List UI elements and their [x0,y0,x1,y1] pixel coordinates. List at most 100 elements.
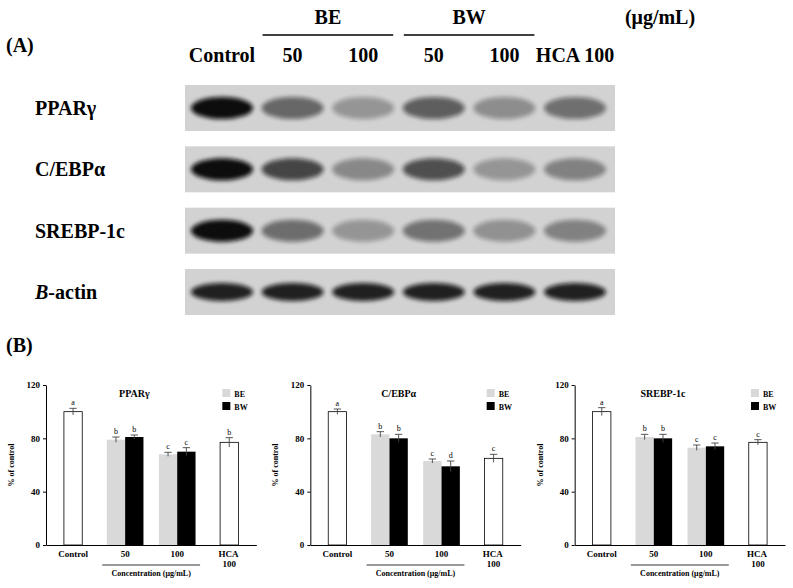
x-axis: Control50100HCA 100 [47,545,257,569]
x-axis: Control 50 100 HCA 100 [311,545,521,569]
bar [442,466,460,545]
bar [159,454,177,545]
bar [635,437,653,545]
legend: BE BW [487,389,512,412]
y-tick-label: 40 [295,487,305,497]
error-cap [693,445,700,446]
bar [688,448,706,545]
error-cap [183,447,190,448]
y-tick-mark [43,545,46,546]
y-tick: 0 [300,540,311,550]
error-bar [115,437,116,442]
y-tick-label: 40 [31,487,41,497]
y-tick-label: 0 [300,540,305,550]
lane-label: 50 [283,44,303,66]
y-axis-title: % of control [536,443,545,487]
x-tick-label: HCA 100 [747,549,769,568]
row-label: B-actin [34,281,97,303]
x-tick-label: HCA 100 [483,549,505,568]
y-tick-label: 0 [564,540,569,550]
blot-band [473,220,535,242]
y-tick-mark [572,545,575,546]
blot-band [544,97,606,119]
significance-letter: d [449,451,453,460]
blot-band [473,283,535,301]
x-title-rule [367,565,465,566]
y-tick-mark [43,438,46,439]
significance-letter: c [185,438,189,447]
blot-band [473,97,535,119]
row-label: PPARγ [35,97,97,120]
error-bar [662,434,663,442]
chart: 04080120Control50100HCA 100abbcccSREBP-1… [536,380,786,578]
figure: (A)Control5010050100HCA 100BEBW(μg/mL)PP… [0,0,793,588]
y-tick: 0 [564,540,575,550]
error-bar [432,459,433,463]
significance-letter: b [114,427,118,436]
x-tick-label: 100 [699,549,713,559]
y-tick-mark [43,385,46,386]
x-tick-label: Control [322,549,352,559]
x-axis-title: Concentration (μg/mL) [640,569,720,578]
x-tick: HCA 100 [218,545,240,569]
x-tick: Control [587,545,617,559]
chart: 04080120Control50100HCA 100abbcdcC/EBPαB… [271,380,521,578]
bar [64,412,82,545]
y-tick-mark [572,385,575,386]
y-axis-line [310,386,311,546]
x-tick: Control [322,545,352,559]
lane-label: HCA 100 [536,44,614,66]
bar [423,461,441,545]
error-cap [164,452,171,453]
x-tick-label: 50 [385,549,395,559]
error-cap [226,437,233,438]
bar [654,438,672,545]
significance-letter: c [695,435,699,444]
x-tick: 50 [121,545,131,559]
error-cap [711,443,718,444]
significance-letter: b [227,428,231,437]
x-tick-label: Control [58,549,88,559]
legend-swatch [487,389,495,397]
y-tick-mark [307,438,310,439]
blot-band [473,158,535,180]
legend-swatch [222,402,230,410]
significance-letter: a [71,398,75,407]
bar [125,437,143,545]
blot-band [332,220,394,242]
x-tick-label: 50 [649,549,659,559]
plot-marks [64,408,239,545]
y-tick: 40 [31,487,46,497]
chart-title: PPARγ [119,388,150,399]
y-tick-mark [307,385,310,386]
y-tick: 80 [31,434,46,444]
legend-swatch [222,389,230,397]
x-tick-label: 100 [435,549,449,559]
error-bar [398,434,399,442]
error-bar [337,409,338,414]
error-cap [754,439,761,440]
legend-label: BE [763,390,774,399]
blot-band [544,283,606,301]
panel-label: (A) [6,34,34,57]
group-line [404,34,535,36]
lane-label: Control [189,44,256,66]
lane-label: 100 [348,44,378,66]
error-bar [715,443,716,450]
group-label: BW [452,6,485,28]
significance-letter: c [756,430,760,439]
y-axis-title: % of control [271,443,280,487]
error-bar [644,434,645,439]
blot-band [544,220,606,242]
error-cap [490,454,497,455]
legend: BEBW [222,389,247,412]
significance-letter: c [713,433,717,442]
blot-band [191,158,253,180]
letters: abbcdc [336,399,496,460]
blot-band [403,220,465,242]
y-tick: 80 [295,434,310,444]
legend-label: BW [499,403,512,412]
legend-label: BE [499,390,510,399]
error-bar [601,408,602,416]
blot-band [332,97,394,119]
